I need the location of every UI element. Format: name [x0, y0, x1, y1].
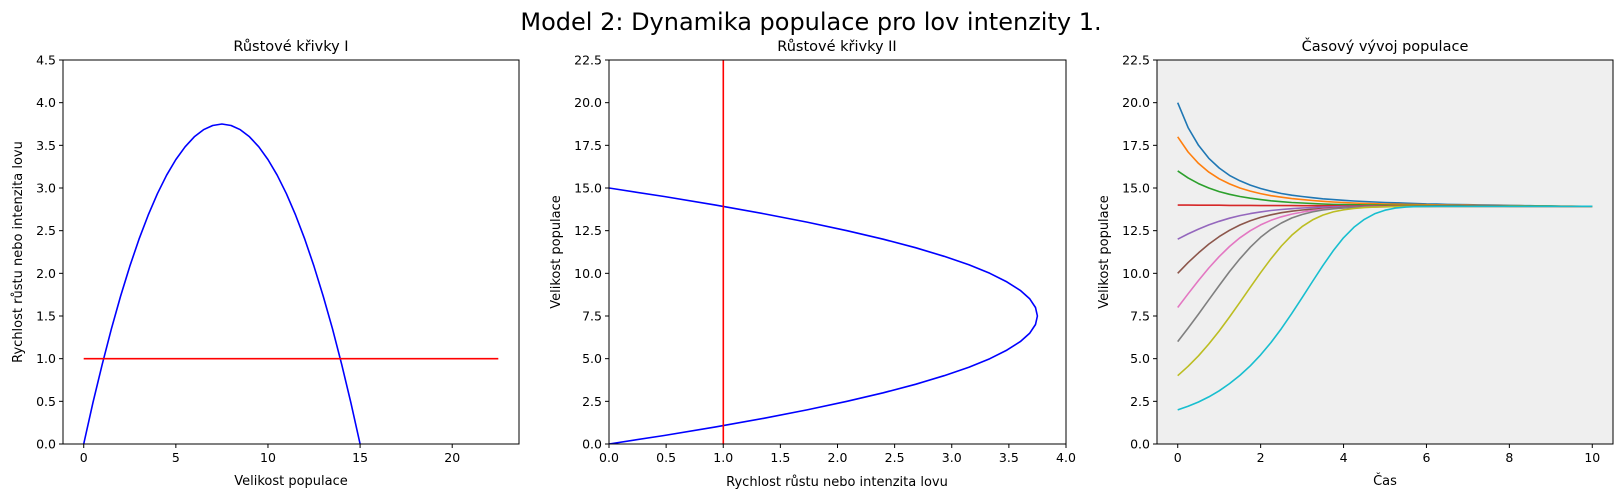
chart-title-3: Časový vývoj populace — [1302, 37, 1469, 55]
x-axis-label-2: Rychlost růstu nebo intenzita lovu — [726, 475, 948, 490]
x-tick-label-3-4: 8 — [1505, 450, 1513, 465]
x-tick-label-1-1: 5 — [172, 450, 180, 465]
y-tick-label-1-2: 1.0 — [36, 351, 56, 366]
chart-growth-curves-2: 0.0 0.5 1.0 1.5 2.0 2.5 3.0 3.5 4.0 0.0 2.5 5.0 7.5 1… — [549, 39, 1076, 490]
x-tick-label-3-1: 2 — [1257, 450, 1265, 465]
x-tick-label-1-4: 20 — [444, 450, 460, 465]
series-group-1 — [82, 123, 499, 444]
chart-title-2: Růstové křivky II — [777, 39, 896, 55]
y-tick-label-3-6: 15.0 — [1122, 181, 1150, 196]
gridlayer: 0 5 10 15 20 0.0 0.5 1.0 1.5 2.0 2.5 3.0 3.5 4.0 4.5 — [36, 53, 499, 465]
x-tick-label-2-6: 3.0 — [942, 450, 962, 465]
y-tick-label-2-0: 0.0 — [582, 437, 602, 452]
y-axis-label-3: Velikost populace — [1097, 195, 1112, 309]
x-tick-label-3-5: 10 — [1584, 450, 1600, 465]
x-tick-label-2-1: 0.5 — [656, 450, 676, 465]
y-tick-label-2-8: 20.0 — [574, 95, 602, 110]
series-group-2 — [609, 60, 1039, 444]
x-tick-label-3-2: 4 — [1340, 450, 1348, 465]
y-tick-label-1-0: 0.0 — [36, 437, 56, 452]
x-tick-label-2-4: 2.0 — [828, 450, 848, 465]
x-tick-label-2-8: 4.0 — [1056, 450, 1076, 465]
y-tick-label-2-2: 5.0 — [582, 351, 602, 366]
x-axis-label-3: Čas — [1373, 473, 1397, 489]
plot-area-1 — [63, 60, 519, 444]
y-tick-label-2-5: 12.5 — [574, 223, 602, 238]
y-tick-label-1-8: 4.0 — [36, 95, 56, 110]
y-tick-label-1-4: 2.0 — [36, 266, 56, 281]
gridlayer: 0.0 0.5 1.0 1.5 2.0 2.5 3.0 3.5 4.0 0.0 2.5 5.0 7.5 1… — [574, 53, 1076, 466]
x-tick-label-2-3: 1.5 — [770, 450, 790, 465]
y-tick-label-1-3: 1.5 — [36, 309, 56, 324]
y-tick-label-1-5: 2.5 — [36, 223, 56, 238]
x-tick-label-3-3: 6 — [1422, 450, 1430, 465]
y-axis-label-1: Rychlost růstu nebo intenzita lovu — [11, 141, 26, 363]
y-tick-label-2-9: 22.5 — [574, 53, 602, 68]
gridlayer: 0 2 4 6 8 10 0.0 2.5 5.0 7.5 10.0 12.5 15.0 17.5 20.0 2… — [1122, 53, 1600, 466]
x-tick-label-3-0: 0 — [1174, 450, 1182, 465]
y-tick-label-3-9: 22.5 — [1122, 53, 1150, 68]
plot-area-2 — [609, 60, 1066, 444]
x-tick-label-2-7: 3.5 — [999, 450, 1019, 465]
x-tick-label-1-0: 0 — [80, 450, 88, 465]
y-tick-label-2-1: 2.5 — [582, 394, 602, 409]
y-tick-label-1-9: 4.5 — [36, 53, 56, 68]
y-tick-label-2-6: 15.0 — [574, 181, 602, 196]
x-tick-label-2-2: 1.0 — [713, 450, 733, 465]
y-tick-label-3-7: 17.5 — [1122, 138, 1150, 153]
series-line-1-1 — [82, 123, 361, 444]
y-tick-label-3-4: 10.0 — [1122, 266, 1150, 281]
series-line-2-1 — [609, 187, 1039, 444]
chart-population-time: 0 2 4 6 8 10 0.0 2.5 5.0 7.5 10.0 12.5 15.0 17.5 20.0 2… — [1097, 37, 1614, 489]
y-tick-label-3-3: 7.5 — [1130, 309, 1150, 324]
axes-frame-3 — [1156, 59, 1614, 445]
x-tick-label-2-0: 0.0 — [599, 450, 619, 465]
x-tick-label-2-5: 2.5 — [885, 450, 905, 465]
y-tick-label-1-1: 0.5 — [36, 394, 56, 409]
y-axis-label-2: Velikost populace — [549, 195, 564, 309]
y-tick-label-3-5: 12.5 — [1122, 223, 1150, 238]
axes-frame-2 — [608, 59, 1067, 445]
series-line-3-10 — [1177, 205, 1593, 411]
series-group-3 — [1176, 102, 1593, 411]
y-tick-label-1-7: 3.5 — [36, 138, 56, 153]
y-tick-label-3-0: 0.0 — [1130, 437, 1150, 452]
x-tick-label-1-2: 10 — [260, 450, 276, 465]
chart-growth-curves-1: 0 5 10 15 20 0.0 0.5 1.0 1.5 2.0 2.5 3.0 3.5 4.0 4.5 R… — [11, 39, 520, 489]
y-tick-label-3-2: 5.0 — [1130, 351, 1150, 366]
y-tick-label-2-3: 7.5 — [582, 309, 602, 324]
y-tick-label-3-1: 2.5 — [1130, 394, 1150, 409]
chart-title-1: Růstové křivky I — [233, 39, 348, 55]
axes-frame-1 — [62, 59, 520, 445]
y-tick-label-1-6: 3.0 — [36, 181, 56, 196]
y-tick-label-2-7: 17.5 — [574, 138, 602, 153]
x-tick-label-1-3: 15 — [352, 450, 368, 465]
x-axis-label-1: Velikost populace — [234, 474, 348, 489]
figure-suptitle: Model 2: Dynamika populace pro lov inten… — [520, 8, 1101, 36]
y-tick-label-2-4: 10.0 — [574, 266, 602, 281]
y-tick-label-3-8: 20.0 — [1122, 95, 1150, 110]
